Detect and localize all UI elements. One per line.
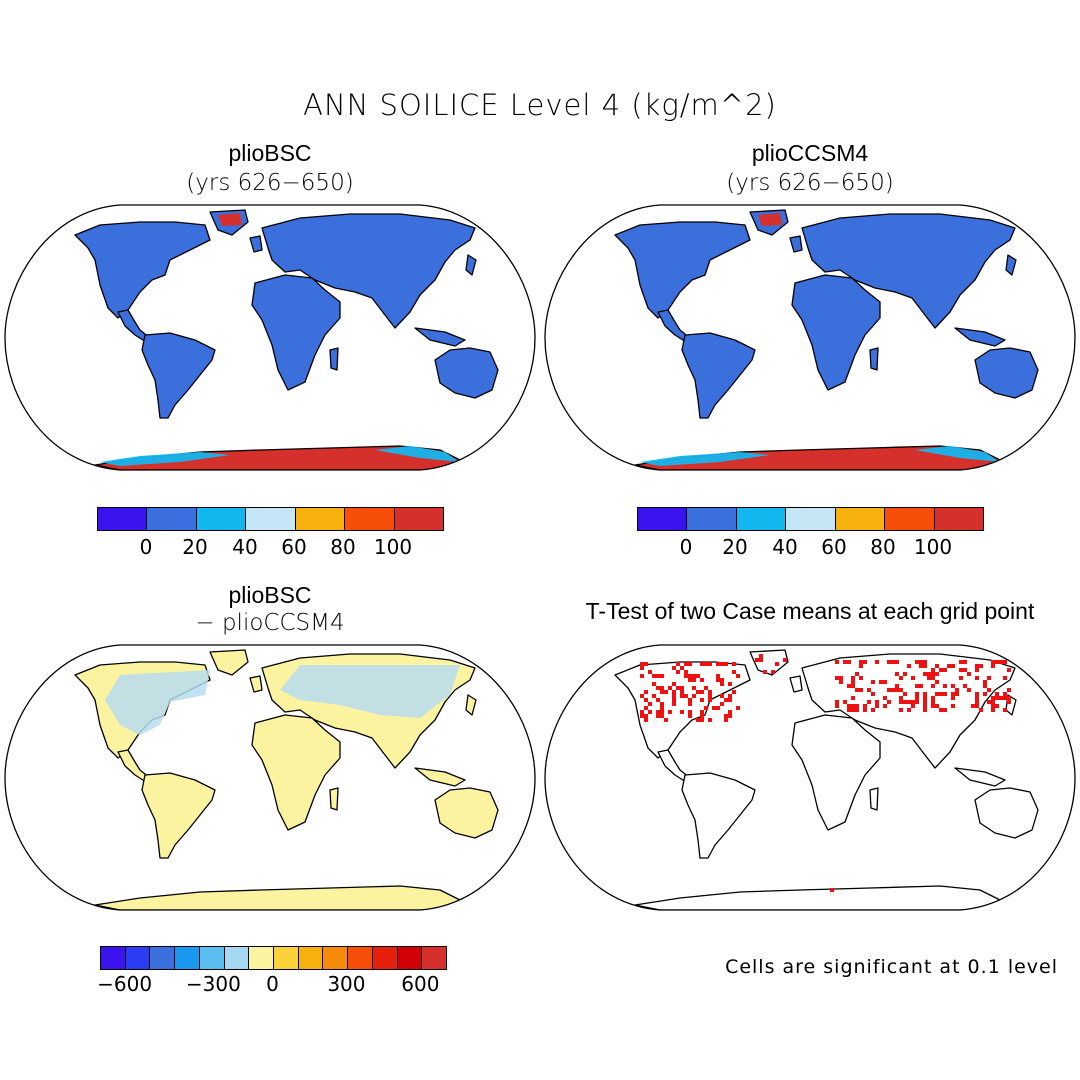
- continent-northAmerica: [614, 221, 751, 319]
- continent-southAmerica: [141, 772, 216, 859]
- colorbar-tick-label: 100: [373, 535, 413, 559]
- panel-subtitle-top-right: (yrs 626−650): [726, 170, 894, 196]
- colorbar-tick-label: 40: [772, 535, 798, 559]
- continent-japan: [1005, 254, 1017, 276]
- colorbar-swatch: [224, 947, 250, 969]
- continent-australia: [974, 347, 1039, 399]
- continent-africa: [251, 274, 341, 391]
- continent-australia: [434, 787, 499, 839]
- colorbar-tick-label: 60: [281, 535, 307, 559]
- colorbar-tick-label: −600: [97, 972, 153, 996]
- colorbar-tick-label: 60: [821, 535, 847, 559]
- colorbar-swatch: [394, 508, 443, 530]
- colorbar-swatch: [348, 947, 373, 969]
- continent-madagascar: [869, 347, 879, 371]
- continent-japan: [465, 254, 477, 276]
- continent-japan: [465, 694, 477, 716]
- colorbar-swatch: [199, 947, 225, 969]
- colorbar-swatch: [345, 508, 395, 530]
- continent-britain: [249, 235, 263, 253]
- map-ttest: [544, 644, 1076, 911]
- panel-title-bottom-left: plioBSC: [228, 582, 312, 608]
- colorbar-swatch: [786, 508, 836, 530]
- colorbar-swatch: [249, 947, 275, 969]
- colorbar-ticks-difference: −600 −300 0 300 600: [97, 972, 445, 998]
- continent-southAmerica: [681, 332, 756, 419]
- panel-title-top-left: plioBSC: [228, 140, 312, 166]
- map-plioBSC: [4, 204, 536, 471]
- continent-australia: [974, 787, 1039, 839]
- colorbar-difference: [100, 946, 447, 970]
- continent-antarctica: [94, 885, 471, 910]
- continent-africa: [791, 714, 881, 831]
- continent-indonesia: [414, 767, 466, 787]
- colorbar-tick-label: 0: [139, 535, 153, 559]
- colorbar-swatch: [295, 508, 346, 530]
- colorbar-tick-label: 100: [913, 535, 953, 559]
- colorbar-tick-label: 80: [330, 535, 356, 559]
- continent-africa: [251, 714, 341, 831]
- colorbar-swatch: [885, 508, 935, 530]
- continent-indonesia: [414, 327, 466, 347]
- colorbar-swatch: [150, 947, 176, 969]
- colorbar-swatch: [835, 508, 886, 530]
- colorbar-tick-label: −300: [185, 972, 241, 996]
- continent-madagascar: [329, 347, 339, 371]
- colorbar-swatch: [934, 508, 983, 530]
- panel-subtitle-top-left: (yrs 626−650): [186, 170, 354, 196]
- colorbar-swatch: [638, 508, 688, 530]
- panel-title-bottom-right: T-Test of two Case means at each grid po…: [585, 598, 1035, 624]
- significance-footnote: Cells are significant at 0.1 level: [725, 956, 1058, 978]
- colorbar-swatch: [323, 947, 349, 969]
- continent-britain: [249, 675, 263, 693]
- continent-greenland: [209, 649, 249, 676]
- colorbar-swatch: [101, 947, 126, 969]
- continent-eurasia: [801, 213, 1016, 329]
- panel-subtitle-bottom-left: − plioCCSM4: [195, 610, 345, 636]
- figure-title: ANN SOILICE Level 4 (kg/m^2): [303, 88, 777, 122]
- colorbar-swatch: [422, 947, 447, 969]
- map-plioCCSM4: [544, 204, 1076, 471]
- colorbar-swatch: [298, 947, 324, 969]
- continent-antarctica: [634, 885, 1011, 910]
- colorbar-tick-label: 20: [722, 535, 748, 559]
- colorbar-tick-label: 80: [870, 535, 896, 559]
- colorbar-tick-label: 40: [232, 535, 258, 559]
- continent-madagascar: [869, 787, 879, 811]
- colorbar-swatch: [274, 947, 299, 969]
- colorbar-swatch: [125, 947, 151, 969]
- continent-indonesia: [954, 327, 1006, 347]
- colorbar-swatch: [397, 947, 423, 969]
- colorbar-tick-label: 0: [679, 535, 693, 559]
- continent-southAmerica: [141, 332, 216, 419]
- colorbar-tick-label: 300: [327, 972, 366, 996]
- panel-title-top-right: plioCCSM4: [751, 140, 869, 166]
- colorbar-swatch: [196, 508, 247, 530]
- colorbar-ticks-plioCCSM4: 0 20 40 60 80 100: [637, 535, 982, 561]
- colorbar-tick-label: 600: [401, 972, 440, 996]
- continent-eurasia: [261, 213, 476, 329]
- colorbar-tick-label: 0: [266, 972, 279, 996]
- continent-madagascar: [329, 787, 339, 811]
- continent-africa: [791, 274, 881, 391]
- colorbar-swatch: [246, 508, 296, 530]
- continent-southAmerica: [681, 772, 756, 859]
- continent-northAmerica: [74, 221, 211, 319]
- colorbar-swatch: [687, 508, 737, 530]
- continent-australia: [434, 347, 499, 399]
- colorbar-swatch: [98, 508, 148, 530]
- continent-britain: [789, 675, 803, 693]
- map-difference: [4, 644, 536, 911]
- colorbar-plioBSC: [97, 507, 444, 531]
- continent-britain: [789, 235, 803, 253]
- colorbar-tick-label: 20: [182, 535, 208, 559]
- colorbar-ticks-plioBSC: 0 20 40 60 80 100: [97, 535, 442, 561]
- colorbar-swatch: [372, 947, 398, 969]
- continent-indonesia: [954, 767, 1006, 787]
- colorbar-swatch: [736, 508, 787, 530]
- colorbar-swatch: [175, 947, 200, 969]
- colorbar-plioCCSM4: [637, 507, 984, 531]
- colorbar-swatch: [147, 508, 197, 530]
